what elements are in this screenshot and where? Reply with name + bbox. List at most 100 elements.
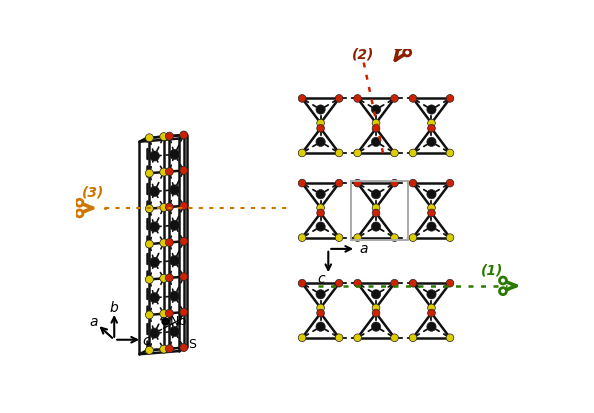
Circle shape [169,292,179,301]
Circle shape [165,345,173,353]
Circle shape [317,120,324,128]
Circle shape [409,280,417,287]
Text: a: a [90,314,98,328]
Circle shape [427,106,436,115]
Circle shape [317,125,324,133]
Circle shape [409,150,417,157]
Circle shape [180,344,188,352]
Circle shape [428,120,435,128]
Circle shape [391,180,399,188]
Circle shape [427,290,436,299]
Circle shape [371,190,381,199]
Circle shape [169,185,179,195]
Circle shape [298,234,306,242]
Text: b: b [110,301,119,315]
Circle shape [372,204,380,212]
Circle shape [391,234,399,242]
Circle shape [391,150,399,157]
Circle shape [409,234,417,242]
Circle shape [298,334,306,342]
Circle shape [180,273,188,281]
Circle shape [428,304,435,312]
Circle shape [446,334,454,342]
Circle shape [150,293,159,303]
Circle shape [316,190,326,199]
Circle shape [180,238,188,246]
Circle shape [409,95,417,103]
Circle shape [335,95,343,103]
Circle shape [298,280,306,287]
Circle shape [150,152,159,161]
Circle shape [335,150,343,157]
Circle shape [160,169,168,177]
Circle shape [180,167,188,175]
Circle shape [160,204,168,212]
Circle shape [372,304,380,312]
Circle shape [372,210,380,217]
Circle shape [446,280,454,287]
Circle shape [146,135,153,142]
Circle shape [371,322,381,332]
Circle shape [371,290,381,299]
Circle shape [180,309,188,316]
Circle shape [298,180,306,188]
Circle shape [180,132,188,140]
Circle shape [409,180,417,188]
Circle shape [317,304,324,312]
Circle shape [316,222,326,232]
Circle shape [160,345,168,353]
Text: a: a [359,242,368,256]
Circle shape [316,138,326,147]
Circle shape [372,125,380,133]
Circle shape [427,190,436,199]
Circle shape [353,334,361,342]
Circle shape [316,322,326,332]
Circle shape [371,222,381,232]
Circle shape [428,210,435,217]
Circle shape [335,234,343,242]
Circle shape [427,322,436,332]
Circle shape [353,150,361,157]
Circle shape [316,290,326,299]
Circle shape [165,239,173,247]
Circle shape [427,222,436,232]
Circle shape [446,95,454,103]
Circle shape [335,334,343,342]
Circle shape [409,334,417,342]
Circle shape [353,95,361,103]
Circle shape [146,170,153,178]
Circle shape [372,120,380,128]
Text: c: c [143,333,150,347]
Circle shape [427,138,436,147]
Circle shape [335,180,343,188]
Circle shape [146,311,153,319]
Circle shape [146,347,153,354]
Circle shape [160,275,168,282]
Circle shape [446,150,454,157]
Text: c: c [318,271,325,285]
Circle shape [146,276,153,284]
Circle shape [353,280,361,287]
Circle shape [446,180,454,188]
Circle shape [391,95,399,103]
Circle shape [371,106,381,115]
Circle shape [160,239,168,247]
Circle shape [150,222,159,232]
Circle shape [317,210,324,217]
Circle shape [169,150,179,160]
Text: (3): (3) [82,185,105,199]
Text: S: S [188,337,195,350]
Circle shape [298,95,306,103]
Circle shape [160,133,168,141]
Circle shape [335,280,343,287]
Circle shape [317,204,324,212]
Circle shape [146,240,153,249]
Circle shape [391,280,399,287]
Circle shape [428,125,435,133]
Circle shape [165,309,173,318]
Circle shape [150,258,159,268]
Circle shape [150,187,159,197]
Text: (1): (1) [481,263,503,277]
Circle shape [169,256,179,266]
Circle shape [391,334,399,342]
